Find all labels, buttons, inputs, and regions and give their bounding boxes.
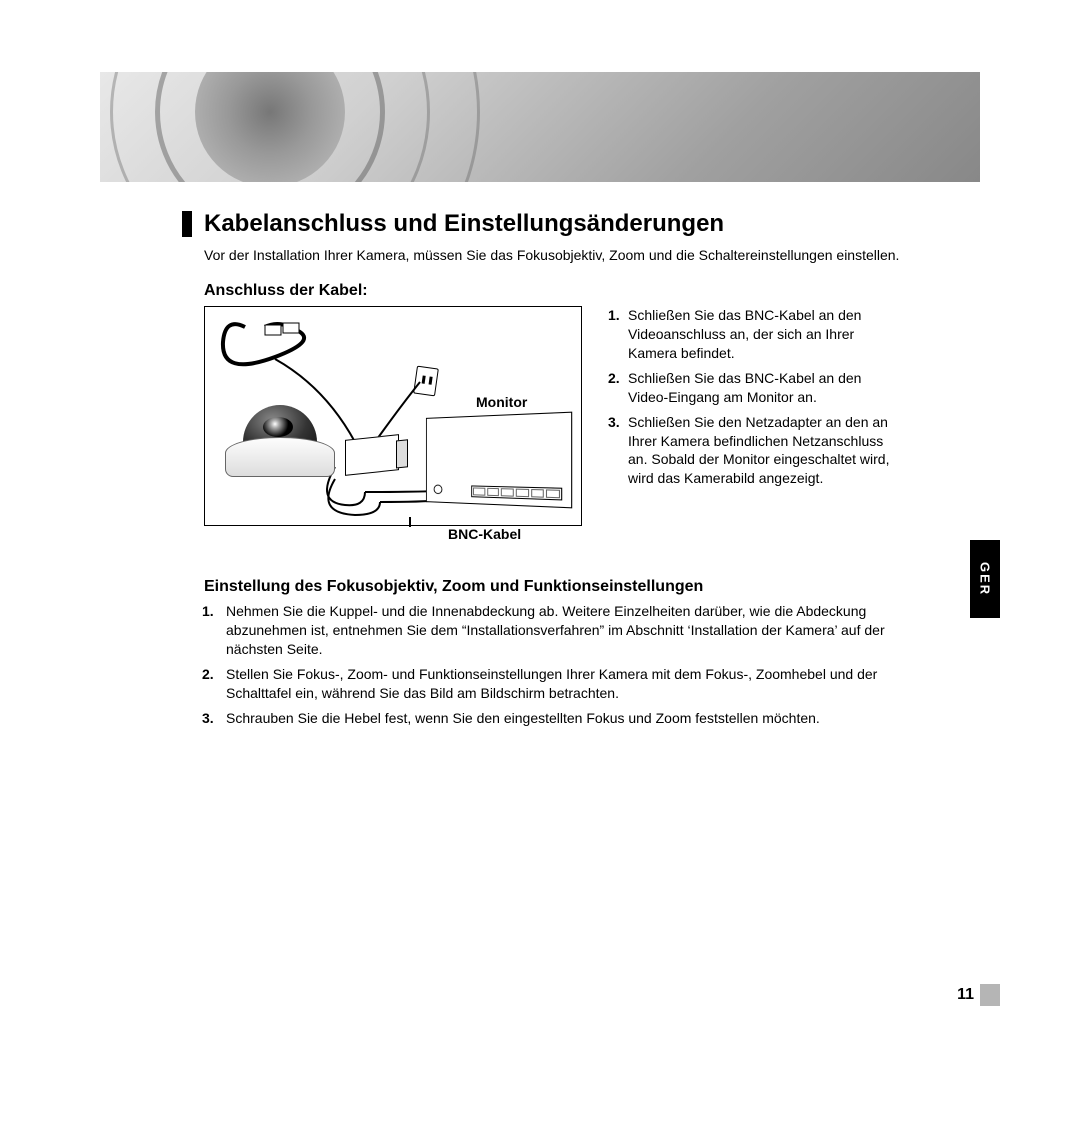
page-title: Kabelanschluss und Einstellungsänderunge… [204,210,724,238]
connection-diagram: Monitor BNC-Kabel [204,306,584,556]
section-title: Kabelanschluss und Einstellungsänderunge… [182,210,902,238]
list-item: Stellen Sie Fokus-, Zoom- und Funktionse… [222,665,902,703]
list-item: Schrauben Sie die Hebel fest, wenn Sie d… [222,709,902,728]
header-lens-image [100,72,980,182]
page-number: 11 [957,986,974,1004]
intro-text: Vor der Installation Ihrer Kamera, müsse… [204,246,902,264]
section1-heading: Anschluss der Kabel: [204,282,902,300]
section2-heading: Einstellung des Fokusobjektiv, Zoom und … [204,578,902,596]
page-number-bar [980,984,1000,1006]
language-tab: GER [970,540,1000,618]
section2-steps: Nehmen Sie die Kuppel- und die Innenabde… [204,602,902,727]
language-tab-label: GER [978,562,993,596]
list-item: Schließen Sie das BNC-Kabel an den Video… [628,369,902,407]
list-item: Nehmen Sie die Kuppel- und die Innenabde… [222,602,902,659]
title-bar-icon [182,211,192,237]
list-item: Schließen Sie den Netzadapter an den an … [628,413,902,489]
section1-steps: Schließen Sie das BNC-Kabel an den Video… [608,306,902,556]
bnc-label: BNC-Kabel [448,526,521,542]
monitor-label: Monitor [476,394,527,410]
list-item: Schließen Sie das BNC-Kabel an den Video… [628,306,902,363]
